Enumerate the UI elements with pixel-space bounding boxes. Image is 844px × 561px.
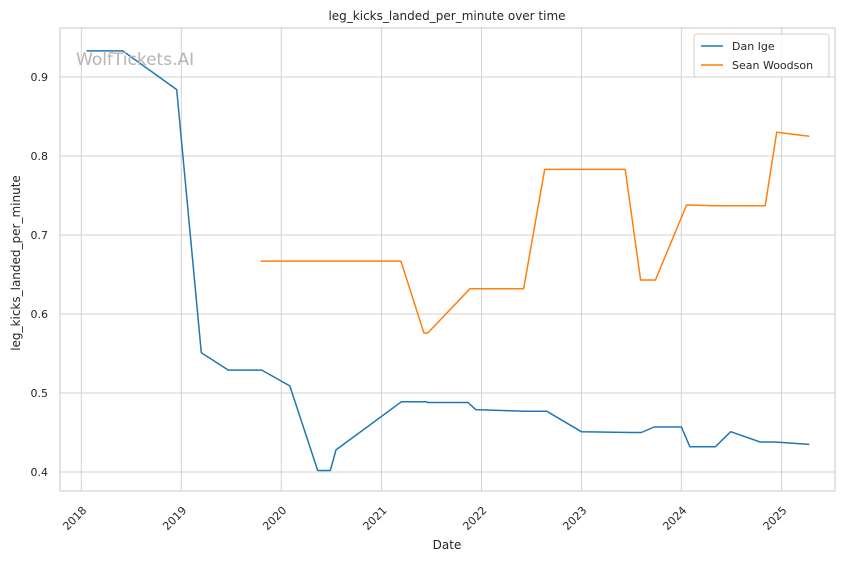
watermark: WolfTickets.AI — [76, 50, 194, 70]
y-tick-label: 0.5 — [31, 387, 49, 400]
x-tick-label: 2021 — [361, 504, 390, 533]
x-tick-label: 2018 — [60, 504, 89, 533]
series-line-dan-ige — [86, 50, 810, 472]
legend-box — [693, 33, 830, 78]
x-tick-label: 2020 — [260, 504, 289, 533]
x-axis-ticks: 2018 2019 2020 2021 2022 2023 2024 2025 — [60, 504, 789, 533]
series-layer — [86, 50, 810, 472]
grid — [60, 28, 835, 491]
y-axis-label: leg_kicks_landed_per_minute — [9, 175, 23, 351]
y-tick-label: 0.7 — [31, 229, 49, 242]
y-tick-label: 0.4 — [31, 466, 49, 479]
plot-frame — [59, 27, 836, 492]
series-line-sean-woodson — [260, 131, 810, 334]
y-tick-label: 0.6 — [31, 308, 49, 321]
chart-title: leg_kicks_landed_per_minute over time — [328, 9, 565, 23]
x-tick-label: 2024 — [660, 504, 689, 533]
x-tick-label: 2023 — [560, 504, 589, 533]
x-tick-label: 2019 — [160, 504, 189, 533]
x-tick-label: 2025 — [761, 504, 790, 533]
y-axis-ticks: 0.4 0.5 0.6 0.7 0.8 0.9 — [31, 71, 49, 479]
x-tick-label: 2022 — [460, 504, 489, 533]
legend-label-sean-woodson: Sean Woodson — [732, 59, 813, 72]
legend: Dan Ige Sean Woodson — [693, 33, 830, 78]
y-tick-label: 0.9 — [31, 71, 49, 84]
x-axis-label: Date — [433, 538, 462, 552]
y-tick-label: 0.8 — [31, 150, 49, 163]
legend-label-dan-ige: Dan Ige — [732, 40, 775, 53]
